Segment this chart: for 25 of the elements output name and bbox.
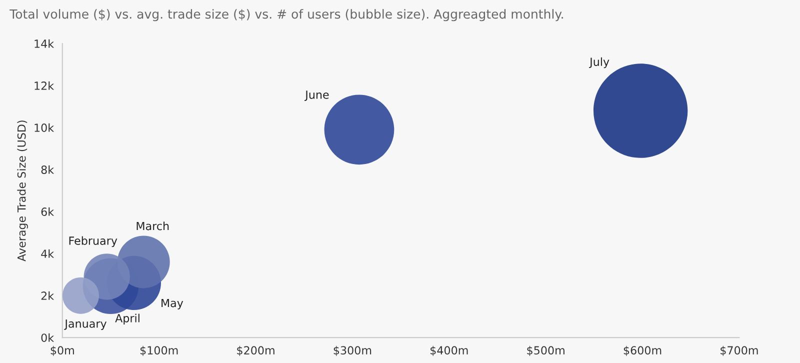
annotation: June <box>304 90 329 101</box>
y-tick-label: 2k <box>41 291 54 300</box>
x-tick-label: $0m <box>50 346 74 356</box>
annotation: July <box>589 57 610 68</box>
y-tick-label: 10k <box>34 123 54 132</box>
y-tick-label: 0k <box>41 333 54 342</box>
y-tick-label: 14k <box>34 39 54 48</box>
annotation: March <box>136 222 169 230</box>
y-tick-label: 4k <box>41 249 54 258</box>
x-tick-label: $500m <box>527 346 564 356</box>
annotation: May <box>162 298 184 310</box>
y-tick-label: 6k <box>41 207 54 216</box>
chart-title: Total volume ($) vs. avg. trade size ($) vs. # of users (bubble size). Aggreagted monthly. <box>10 9 563 22</box>
y-tick-label: 12k <box>34 81 54 90</box>
x-tick-label: $100m <box>140 346 178 356</box>
annotation: April <box>115 314 140 325</box>
x-tick-label: $200m <box>237 346 274 356</box>
y-axis-title: Average Trade Size (USD) <box>17 120 28 262</box>
annotation: February <box>69 236 118 248</box>
x-tick-label: $700m <box>720 346 758 356</box>
annotation: January <box>64 320 106 330</box>
x-tick-label: $300m <box>334 346 372 356</box>
x-tick-label: $600m <box>624 346 662 356</box>
x-tick-label: $400m <box>430 346 468 356</box>
y-tick-label: 8k <box>41 165 54 174</box>
